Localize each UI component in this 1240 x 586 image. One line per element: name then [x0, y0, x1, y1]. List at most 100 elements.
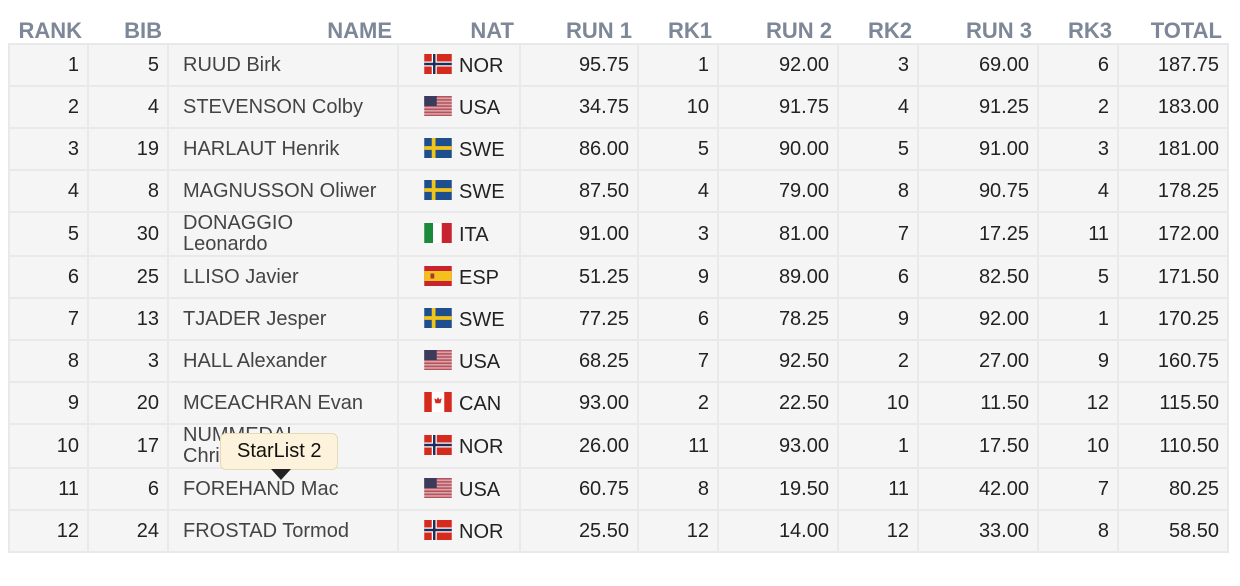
cell-rk2: 7: [837, 211, 919, 257]
tooltip: StarList 2: [220, 433, 339, 480]
cell-rk2: 2: [837, 339, 919, 383]
cell-total: 115.50: [1117, 381, 1229, 425]
cell-rk3: 2: [1037, 85, 1119, 129]
cell-run1: 25.50: [519, 509, 639, 553]
cell-name: STEVENSON Colby: [167, 85, 399, 129]
header-run1[interactable]: RUN 1: [565, 18, 632, 43]
nation-code: ITA: [459, 223, 489, 246]
cell-rk1: 11: [637, 423, 719, 469]
cell-bib: 5: [87, 43, 169, 87]
flag-usa-icon: [423, 477, 459, 501]
cell-bib: 3: [87, 339, 169, 383]
cell-run3: 11.50: [917, 381, 1039, 425]
cell-run2: 92.00: [717, 43, 839, 87]
cell-total: 80.25: [1117, 467, 1229, 511]
table-row[interactable]: 7 13 TJADER Jesper SWE 77.25 6 78.25 9 92.00 1 170…: [8, 297, 1229, 341]
table-row[interactable]: 8 3 HALL Alexander USA 68.25 7 92.50 2 27.00 9 160…: [8, 339, 1229, 383]
table-row[interactable]: 1017NUMMEDAL ChristianNOR26.001193.00117…: [8, 423, 1229, 469]
cell-total: 160.75: [1117, 339, 1229, 383]
cell-rank: 2: [8, 85, 89, 129]
cell-rk1: 3: [637, 211, 719, 257]
table-row[interactable]: 1 5 RUUD Birk NOR 95.75 1 92.00 3 69.00 6 187.75: [8, 43, 1229, 87]
cell-rk2: 12: [837, 509, 919, 553]
cell-run3: 82.50: [917, 255, 1039, 299]
table-row[interactable]: 4 8 MAGNUSSON Oliwer SWE 87.50 4 79.00 8 90.75 4 1…: [8, 169, 1229, 213]
table-row[interactable]: 3 19 HARLAUT Henrik SWE 86.00 5 90.00 5 91.00 3 18…: [8, 127, 1229, 171]
cell-bib: 19: [87, 127, 169, 171]
cell-name: TJADER Jesper: [167, 297, 399, 341]
table-row[interactable]: 2 4 STEVENSON Colby USA 34.75 10 91.75 4 91.25 2 1…: [8, 85, 1229, 129]
header-total[interactable]: TOTAL: [1150, 18, 1222, 43]
table-row[interactable]: 11 6 FOREHAND Mac USA 60.75 8 19.50 11 42.00 7 80.…: [8, 467, 1229, 511]
header-rank[interactable]: RANK: [18, 18, 82, 43]
cell-run2: 22.50: [717, 381, 839, 425]
cell-rk1: 2: [637, 381, 719, 425]
nation-code: CAN: [459, 392, 502, 415]
cell-rank: 10: [8, 423, 89, 469]
cell-rk1: 5: [637, 127, 719, 171]
cell-rk1: 10: [637, 85, 719, 129]
nation-code: NOR: [459, 435, 504, 458]
cell-nat: USA: [397, 339, 521, 383]
table-row[interactable]: 9 20 MCEACHRAN Evan CAN 93.00 2 22.50 10 11.50 12…: [8, 381, 1229, 425]
flag-swe-icon: [423, 179, 459, 203]
header-name[interactable]: NAME: [327, 18, 392, 43]
table-row[interactable]: 5 30 DONAGGIO Leonardo ITA 91.00 3 81.00 7 17.25…: [8, 211, 1229, 257]
cell-nat: SWE: [397, 169, 521, 213]
table-row[interactable]: 12 24 FROSTAD Tormod NOR 25.50 12 14.00 12 33.00…: [8, 509, 1229, 553]
cell-bib: 25: [87, 255, 169, 299]
header-row: RANK BIB NAME NAT RUN 1 RK1 RUN 2 RK2 RUN 3 RK3 TO…: [9, 12, 1228, 44]
cell-rk1: 7: [637, 339, 719, 383]
cell-nat: ESP: [397, 255, 521, 299]
cell-bib: 6: [87, 467, 169, 511]
header-run3[interactable]: RUN 3: [965, 18, 1032, 43]
flag-usa-icon: [423, 349, 459, 373]
header-bib[interactable]: BIB: [124, 18, 162, 43]
header-nat[interactable]: NAT: [470, 18, 514, 43]
cell-bib: 13: [87, 297, 169, 341]
cell-run1: 26.00: [519, 423, 639, 469]
results-table: RANK BIB NAME NAT RUN 1 RK1 RUN 2 RK2 RUN 3 RK3 TO…: [8, 12, 1229, 553]
cell-rk3: 9: [1037, 339, 1119, 383]
cell-rank: 8: [8, 339, 89, 383]
header-rk2[interactable]: RK2: [867, 18, 912, 43]
cell-rk2: 11: [837, 467, 919, 511]
cell-run1: 60.75: [519, 467, 639, 511]
header-run2[interactable]: RUN 2: [765, 18, 832, 43]
nation-code: SWE: [459, 138, 505, 161]
header-rk1[interactable]: RK1: [667, 18, 712, 43]
cell-run3: 42.00: [917, 467, 1039, 511]
cell-rk3: 4: [1037, 169, 1119, 213]
cell-run1: 95.75: [519, 43, 639, 87]
cell-run2: 78.25: [717, 297, 839, 341]
cell-rk1: 6: [637, 297, 719, 341]
cell-run3: 17.50: [917, 423, 1039, 469]
nation-code: NOR: [459, 520, 504, 543]
table-row[interactable]: 6 25 LLISO Javier ESP 51.25 9 89.00 6 82.50 5 171.…: [8, 255, 1229, 299]
cell-nat: CAN: [397, 381, 521, 425]
cell-run2: 81.00: [717, 211, 839, 257]
cell-run1: 77.25: [519, 297, 639, 341]
cell-bib: 20: [87, 381, 169, 425]
cell-rk2: 9: [837, 297, 919, 341]
cell-rk3: 5: [1037, 255, 1119, 299]
cell-run2: 90.00: [717, 127, 839, 171]
header-rk3[interactable]: RK3: [1067, 18, 1112, 43]
cell-run1: 86.00: [519, 127, 639, 171]
cell-run3: 69.00: [917, 43, 1039, 87]
cell-rk3: 6: [1037, 43, 1119, 87]
cell-bib: 8: [87, 169, 169, 213]
cell-total: 110.50: [1117, 423, 1229, 469]
cell-rk1: 4: [637, 169, 719, 213]
nation-code: USA: [459, 350, 501, 373]
cell-name: RUUD Birk: [167, 43, 399, 87]
cell-nat: USA: [397, 85, 521, 129]
cell-run1: 34.75: [519, 85, 639, 129]
cell-run2: 79.00: [717, 169, 839, 213]
cell-rank: 5: [8, 211, 89, 257]
cell-total: 178.25: [1117, 169, 1229, 213]
cell-total: 58.50: [1117, 509, 1229, 553]
cell-rk2: 3: [837, 43, 919, 87]
nation-code: USA: [459, 96, 501, 119]
cell-name: MAGNUSSON Oliwer: [167, 169, 399, 213]
